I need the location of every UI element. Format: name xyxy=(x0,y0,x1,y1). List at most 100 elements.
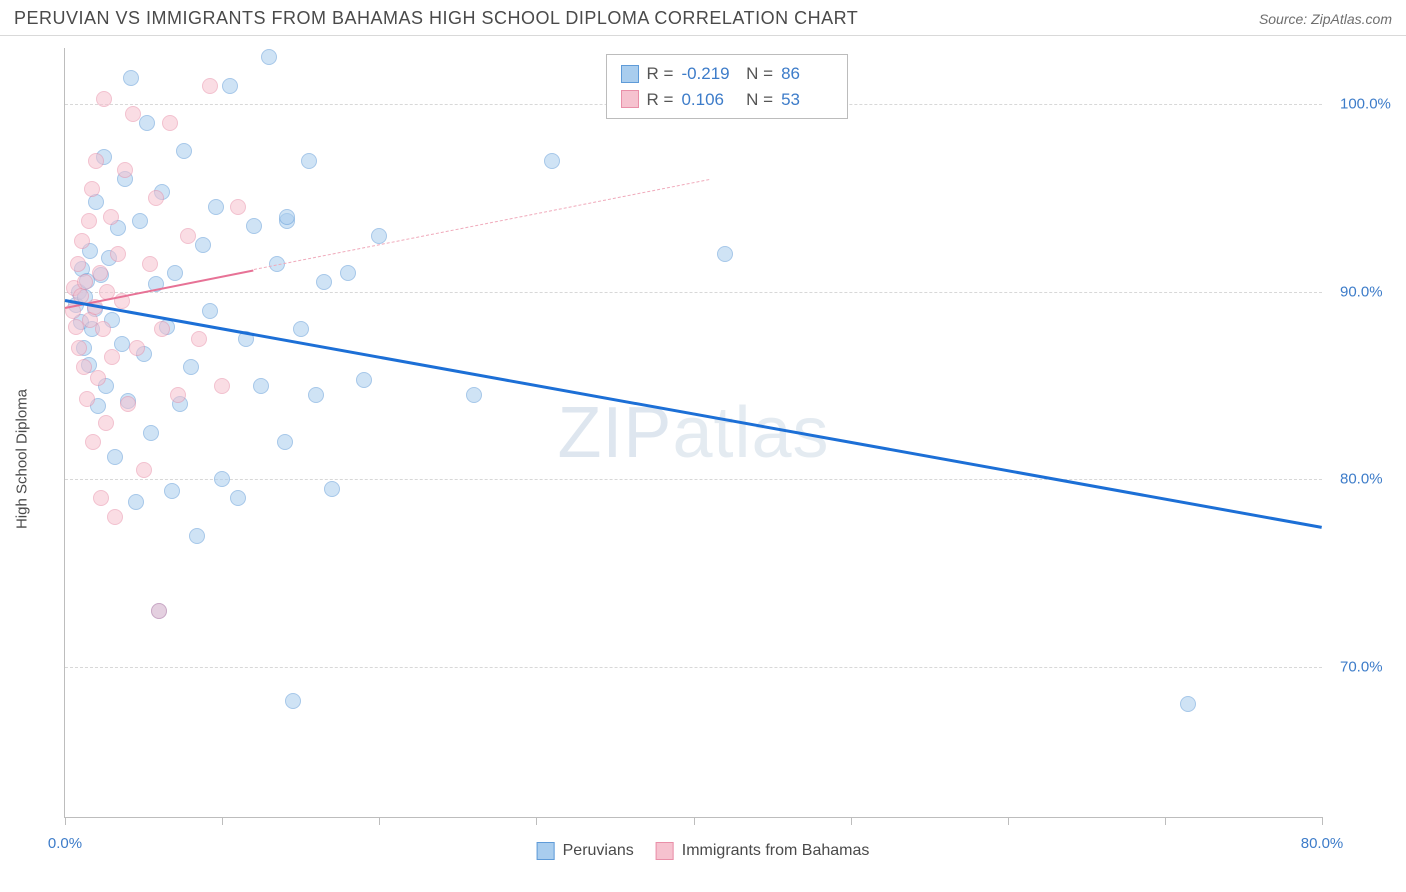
data-point xyxy=(167,265,183,281)
stat-r-value: -0.219 xyxy=(681,61,733,87)
data-point xyxy=(129,340,145,356)
data-point xyxy=(277,434,293,450)
data-point xyxy=(90,370,106,386)
data-point xyxy=(230,199,246,215)
data-point xyxy=(293,321,309,337)
stats-row: R = 0.106 N = 53 xyxy=(621,87,834,113)
data-point xyxy=(214,378,230,394)
data-point xyxy=(107,509,123,525)
data-point xyxy=(123,70,139,86)
data-point xyxy=(154,321,170,337)
data-point xyxy=(230,490,246,506)
data-point xyxy=(308,387,324,403)
data-point xyxy=(120,396,136,412)
data-point xyxy=(162,115,178,131)
data-point xyxy=(246,218,262,234)
data-point xyxy=(74,233,90,249)
legend-label: Peruvians xyxy=(563,842,634,860)
legend-swatch xyxy=(537,842,555,860)
chart-source: Source: ZipAtlas.com xyxy=(1259,11,1392,27)
stat-n-label: N = xyxy=(741,87,773,113)
data-point xyxy=(71,340,87,356)
data-point xyxy=(717,246,733,262)
data-point xyxy=(143,425,159,441)
x-tick xyxy=(1008,817,1009,825)
stats-swatch xyxy=(621,65,639,83)
stat-n-value: 53 xyxy=(781,87,833,113)
data-point xyxy=(279,209,295,225)
stat-r-label: R = xyxy=(647,61,674,87)
data-point xyxy=(1180,696,1196,712)
data-point xyxy=(208,199,224,215)
stat-r-label: R = xyxy=(647,87,674,113)
data-point xyxy=(253,378,269,394)
data-point xyxy=(151,603,167,619)
stat-n-label: N = xyxy=(741,61,773,87)
data-point xyxy=(176,143,192,159)
data-point xyxy=(85,434,101,450)
legend-item: Immigrants from Bahamas xyxy=(656,842,870,860)
stats-box: R =-0.219 N =86R =0.106 N =53 xyxy=(606,54,849,119)
x-tick-label: 0.0% xyxy=(48,835,82,852)
data-point xyxy=(95,321,111,337)
data-point xyxy=(183,359,199,375)
data-point xyxy=(170,387,186,403)
data-point xyxy=(371,228,387,244)
data-point xyxy=(202,303,218,319)
data-point xyxy=(261,49,277,65)
data-point xyxy=(189,528,205,544)
plot-region: ZIPatlas 70.0%80.0%90.0%100.0%0.0%80.0%R… xyxy=(64,48,1322,818)
data-point xyxy=(128,494,144,510)
data-point xyxy=(222,78,238,94)
data-point xyxy=(356,372,372,388)
x-tick-label: 80.0% xyxy=(1301,835,1344,852)
trend-line xyxy=(65,299,1323,529)
data-point xyxy=(110,246,126,262)
trend-line xyxy=(253,179,709,270)
data-point xyxy=(324,481,340,497)
data-point xyxy=(195,237,211,253)
x-tick xyxy=(222,817,223,825)
data-point xyxy=(88,153,104,169)
data-point xyxy=(466,387,482,403)
data-point xyxy=(104,349,120,365)
data-point xyxy=(142,256,158,272)
stats-swatch xyxy=(621,90,639,108)
y-tick-label: 80.0% xyxy=(1340,471,1383,488)
data-point xyxy=(180,228,196,244)
data-point xyxy=(139,115,155,131)
x-tick xyxy=(694,817,695,825)
data-point xyxy=(132,213,148,229)
chart-area: High School Diploma ZIPatlas 70.0%80.0%9… xyxy=(14,40,1392,878)
data-point xyxy=(103,209,119,225)
stat-r-value: 0.106 xyxy=(681,87,733,113)
data-point xyxy=(117,162,133,178)
data-point xyxy=(125,106,141,122)
data-point xyxy=(96,91,112,107)
data-point xyxy=(202,78,218,94)
data-point xyxy=(92,265,108,281)
data-point xyxy=(164,483,180,499)
data-point xyxy=(136,462,152,478)
chart-title: PERUVIAN VS IMMIGRANTS FROM BAHAMAS HIGH… xyxy=(14,8,858,29)
watermark-main: ZIP xyxy=(557,393,672,473)
gridline xyxy=(65,292,1322,293)
data-point xyxy=(93,490,109,506)
data-point xyxy=(316,274,332,290)
legend-swatch xyxy=(656,842,674,860)
data-point xyxy=(340,265,356,281)
y-tick-label: 70.0% xyxy=(1340,658,1383,675)
data-point xyxy=(214,471,230,487)
data-point xyxy=(191,331,207,347)
data-point xyxy=(98,415,114,431)
legend-label: Immigrants from Bahamas xyxy=(682,842,870,860)
data-point xyxy=(148,190,164,206)
data-point xyxy=(79,391,95,407)
data-point xyxy=(301,153,317,169)
x-tick xyxy=(379,817,380,825)
x-tick xyxy=(65,817,66,825)
x-tick xyxy=(1165,817,1166,825)
x-tick xyxy=(851,817,852,825)
data-point xyxy=(70,256,86,272)
stats-row: R =-0.219 N =86 xyxy=(621,61,834,87)
